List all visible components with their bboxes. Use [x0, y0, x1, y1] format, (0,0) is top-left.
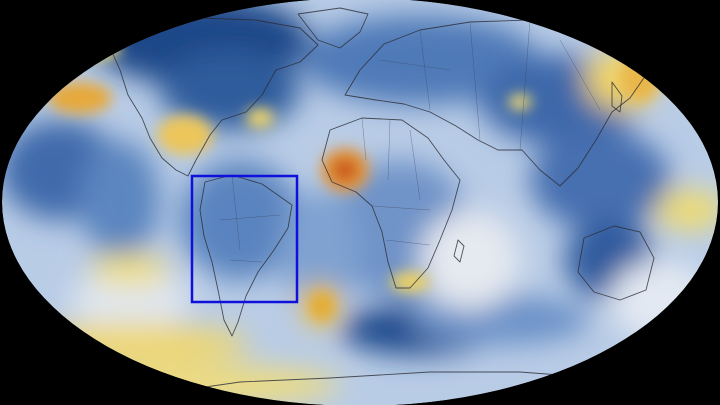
eurasia-coast [344, 19, 649, 187]
country-borders [219, 19, 601, 263]
africa-borders [361, 117, 431, 246]
eurasia-borders [379, 19, 601, 151]
madagascar-coast [453, 239, 465, 263]
north-america-coast [111, 17, 319, 177]
japan-coast [611, 81, 623, 113]
australia-coast [577, 225, 655, 301]
greenland-coast [297, 7, 369, 49]
africa-coast [321, 117, 461, 289]
highlight-box-south-america [190, 174, 299, 304]
south-america-borders [219, 174, 281, 263]
south-america-coast [199, 174, 293, 337]
